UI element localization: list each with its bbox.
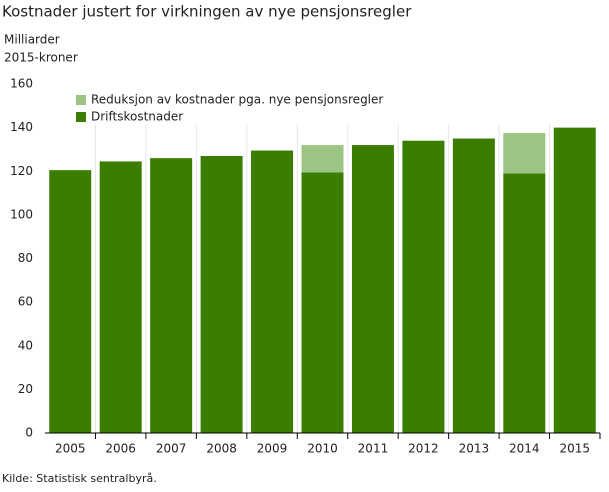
- y-tick-label: 80: [18, 251, 33, 265]
- bar: [301, 145, 344, 173]
- bar: [150, 158, 193, 433]
- legend-label: Reduksjon av kostnader pga. nye pensjons…: [91, 93, 383, 107]
- legend-swatch: [76, 112, 86, 122]
- bar: [553, 127, 596, 433]
- bar: [200, 155, 243, 433]
- bar: [251, 150, 294, 433]
- x-tick-label: 2006: [105, 442, 136, 456]
- legend-swatch: [76, 95, 86, 105]
- x-tick-label: 2014: [509, 442, 540, 456]
- y-tick-label: 20: [18, 382, 33, 396]
- bar: [503, 173, 546, 433]
- y-tick-label: 120: [10, 164, 33, 178]
- y-tick-label: 60: [18, 295, 33, 309]
- y-tick-label: 40: [18, 338, 33, 352]
- source: Kilde: Statistisk sentralbyrå.: [2, 472, 157, 485]
- bar: [503, 133, 546, 174]
- y-axis-label: Milliarder: [4, 33, 60, 47]
- legend-label: Driftskostnader: [91, 110, 183, 124]
- bar: [452, 138, 495, 433]
- bar: [99, 161, 142, 433]
- x-tick-label: 2013: [459, 442, 490, 456]
- y-tick-label: 100: [10, 207, 33, 221]
- y-tick-label: 0: [25, 426, 33, 440]
- x-tick-label: 2012: [408, 442, 439, 456]
- x-tick-label: 2009: [257, 442, 288, 456]
- x-tick-label: 2015: [559, 442, 590, 456]
- x-tick-label: 2007: [156, 442, 187, 456]
- x-tick-label: 2011: [358, 442, 389, 456]
- x-tick-label: 2005: [55, 442, 86, 456]
- x-tick-label: 2008: [206, 442, 237, 456]
- y-tick-label: 160: [10, 77, 33, 91]
- x-tick-label: 2010: [307, 442, 338, 456]
- y-axis-label: 2015-kroner: [4, 51, 78, 65]
- chart-title: Kostnader justert for virkningen av nye …: [2, 3, 412, 21]
- bar: [301, 172, 344, 433]
- bar: [402, 140, 445, 433]
- y-tick-label: 140: [10, 120, 33, 134]
- bar: [351, 145, 394, 433]
- bar: [49, 170, 92, 434]
